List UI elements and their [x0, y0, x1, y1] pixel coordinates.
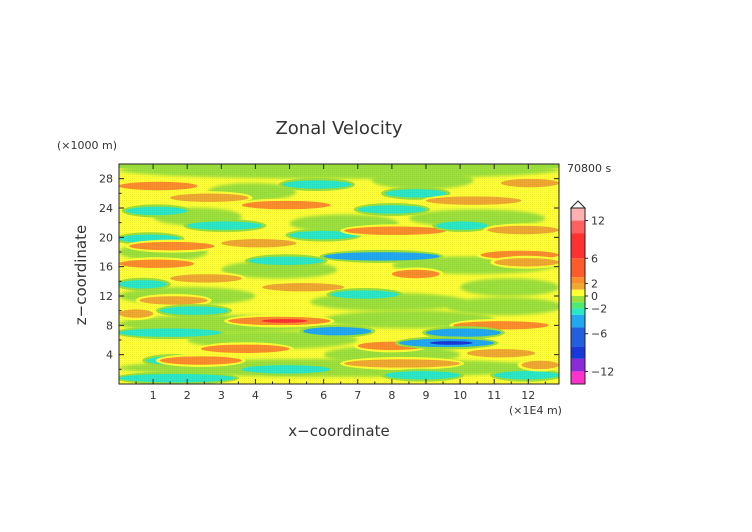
x-tick-label: 2: [184, 389, 191, 402]
x-tick-label: 3: [218, 389, 225, 402]
colorbar-segment: [571, 308, 585, 315]
colorbar-segment: [571, 220, 585, 234]
colorbar-segment: [571, 277, 585, 284]
x-axis-label: x−coordinate: [288, 422, 389, 440]
y-tick-label: 20: [99, 231, 113, 244]
y-tick-label: 12: [99, 290, 113, 303]
colorbar-segment: [571, 358, 585, 372]
colorbar-tick-label: 0: [591, 290, 598, 303]
x-tick-label: 12: [521, 389, 535, 402]
y-unit-label: (×1000 m): [57, 139, 117, 152]
colorbar-segment: [571, 346, 585, 359]
colorbar-tick-label: −12: [591, 365, 614, 378]
colorbar-tick-label: −6: [591, 328, 607, 341]
x-tick-label: 6: [320, 389, 327, 402]
colorbar-segment: [571, 371, 585, 384]
x-unit-label: (×1E4 m): [509, 404, 562, 417]
y-axis: 4 8 12 16 20 24 28: [99, 173, 559, 370]
colorbar-segment: [571, 283, 585, 290]
chart-title: Zonal Velocity: [275, 118, 402, 139]
y-tick-label: 8: [106, 319, 113, 332]
colorbar-tick-label: 6: [591, 252, 598, 265]
y-axis-label: z−coordinate: [72, 225, 90, 325]
plot-frame: [118, 163, 560, 385]
x-tick-label: 9: [422, 389, 429, 402]
plot-area: [118, 163, 560, 385]
y-tick-label: 4: [106, 349, 113, 362]
colorbar-segment: [571, 208, 585, 221]
colorbar-segment: [571, 233, 585, 259]
colorbar-tick-label: 12: [591, 215, 605, 228]
colorbar-segment: [571, 314, 585, 328]
time-label: 70800 s: [567, 162, 611, 175]
plot-texture: [119, 164, 559, 384]
colorbar-tick-label: −2: [591, 303, 607, 316]
x-tick-label: 7: [354, 389, 361, 402]
x-tick-label: 4: [252, 389, 259, 402]
colorbar-segment: [571, 327, 585, 347]
colorbar-segment: [571, 289, 585, 296]
colorbar: 12 6 20−2 −6 −12: [569, 200, 614, 385]
y-tick-label: 28: [99, 173, 113, 186]
x-tick-label: 5: [286, 389, 293, 402]
x-tick-label: 10: [453, 389, 467, 402]
colorbar-segment: [571, 296, 585, 303]
x-tick-label: 11: [487, 389, 501, 402]
colorbar-overflow-arrow: [569, 200, 587, 209]
y-tick-label: 24: [99, 202, 113, 215]
x-tick-label: 1: [150, 389, 157, 402]
y-tick-label: 16: [99, 261, 113, 274]
x-tick-label: 8: [388, 389, 395, 402]
colorbar-segment: [571, 258, 585, 278]
x-axis: 1 2 3 4 5 6 7 8 9 10 11 12: [135, 164, 546, 402]
colorbar-tick-label: 2: [591, 277, 598, 290]
colorbar-segment: [571, 302, 585, 309]
